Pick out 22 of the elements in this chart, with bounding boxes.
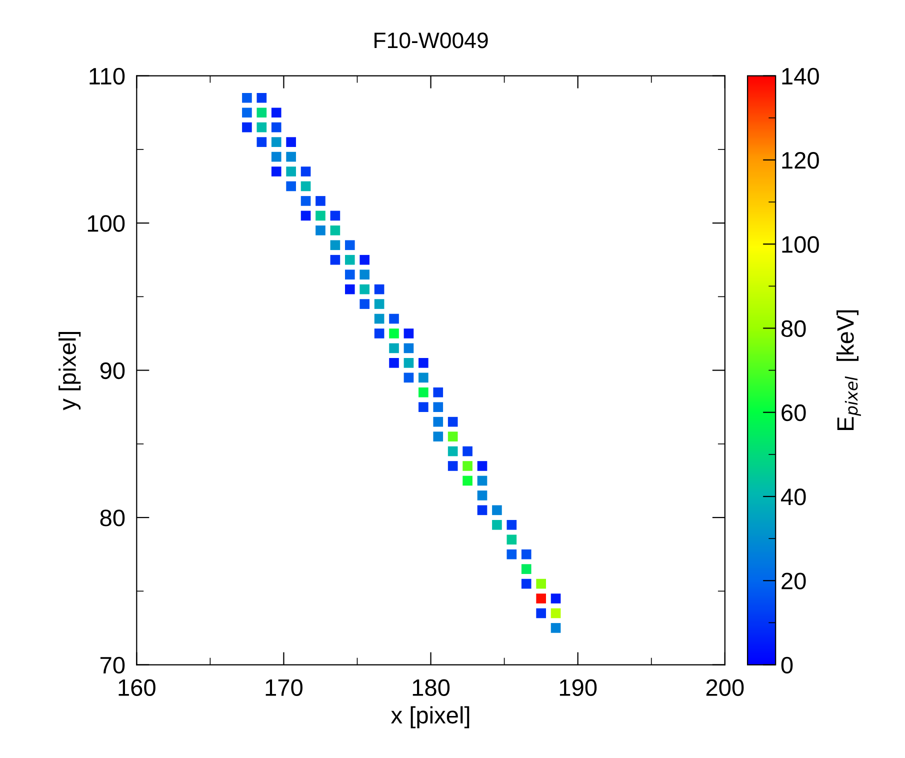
color-bar-label: 0 <box>781 656 793 674</box>
color-bar-title: E$_{pixel}$ [keV] <box>836 310 861 430</box>
color-bar-label: 80 <box>781 320 806 337</box>
color-bar-label: 60 <box>782 404 806 422</box>
color-bar-label: 100 <box>782 236 819 253</box>
x-tick-label: 200 <box>706 679 744 696</box>
y-tick-label: 80 <box>100 510 125 526</box>
x-axis-title: x [pixel] <box>391 706 470 728</box>
y-tick-label: 100 <box>88 215 125 232</box>
x-tick-label: 190 <box>560 679 597 696</box>
y-tick-label: 90 <box>100 362 125 380</box>
x-tick-label: 180 <box>412 679 450 696</box>
y-axis-title: y [pixel] <box>58 332 81 410</box>
color-bar-label: 20 <box>782 572 806 590</box>
color-bar-label: 40 <box>780 488 806 506</box>
chart-title: F10-W0049 <box>374 32 488 48</box>
y-tick-label: 70 <box>100 656 125 674</box>
y-tick-label: 110 <box>90 68 125 85</box>
color-bar-label: 140 <box>782 68 819 85</box>
x-tick-label: 160 <box>118 679 156 696</box>
x-tick-label: 170 <box>266 679 302 696</box>
color-bar-label: 120 <box>782 152 819 169</box>
